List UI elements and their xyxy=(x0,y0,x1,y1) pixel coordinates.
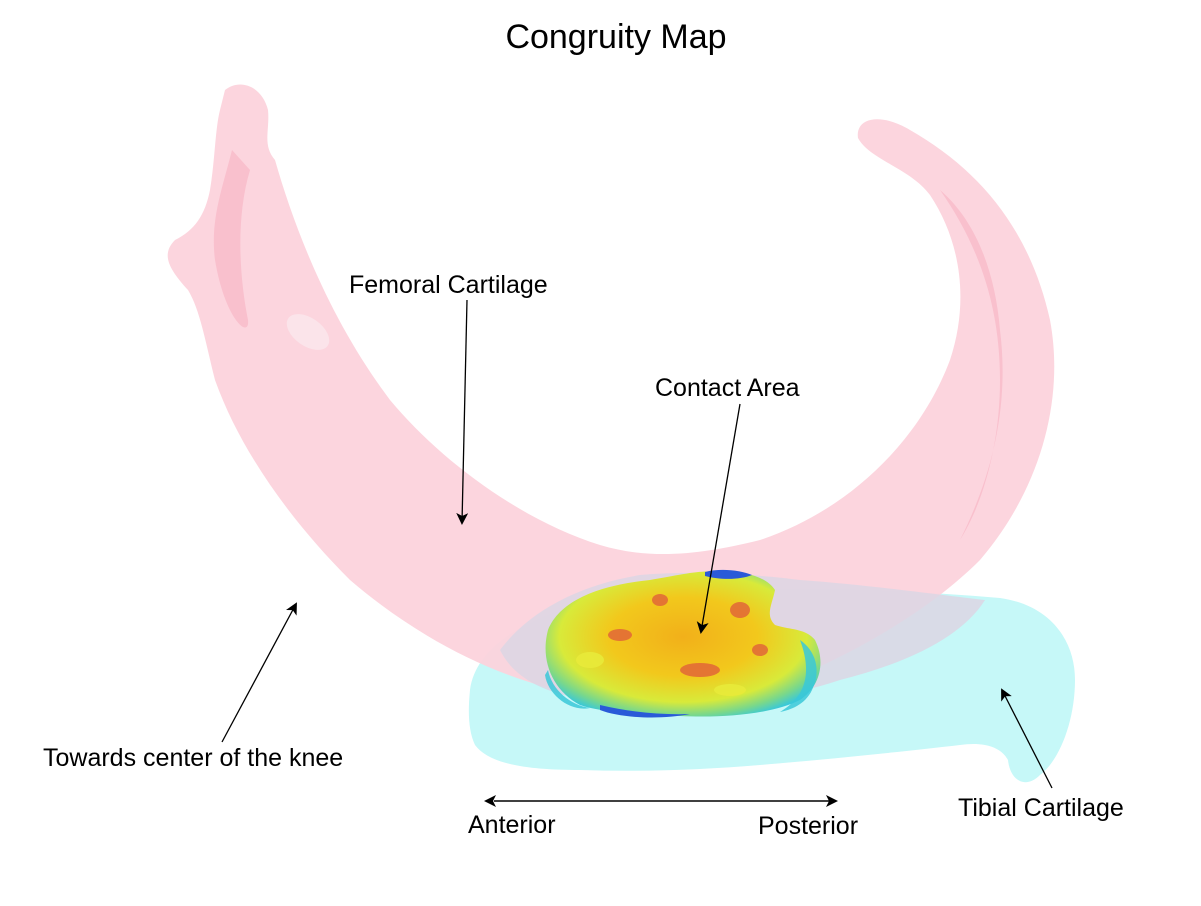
contact-arrow xyxy=(696,403,741,634)
femoral-shading-right xyxy=(940,190,1003,540)
contact-cyan-right xyxy=(780,640,817,712)
knee-center-label: Towards center of the knee xyxy=(43,744,344,772)
contact-area xyxy=(545,569,821,718)
contact-hotspot xyxy=(680,663,720,677)
femoral-shading-left xyxy=(213,150,250,328)
tibial-arrow xyxy=(1001,688,1053,789)
contact-warm-spot xyxy=(576,652,604,668)
center-arrow xyxy=(221,602,297,743)
femoral-cartilage-label: Femoral Cartilage xyxy=(349,271,548,299)
contact-area-base xyxy=(545,571,821,717)
tibial-cartilage-label: Tibial Cartilage xyxy=(958,794,1124,822)
contact-cyan-edge xyxy=(545,670,590,709)
contact-hotspot xyxy=(652,594,668,606)
contact-blue-fringe xyxy=(705,569,752,579)
femoral-arrow xyxy=(456,299,469,525)
femoral-cartilage xyxy=(167,84,1055,701)
contact-hotspot xyxy=(608,629,632,641)
contact-hotspot xyxy=(752,644,768,656)
anterior-label: Anterior xyxy=(468,811,556,839)
contact-hotspot xyxy=(730,602,750,618)
posterior-label: Posterior xyxy=(758,812,859,840)
contact-blue-edge xyxy=(600,705,690,718)
diagram-title: Congruity Map xyxy=(505,18,727,56)
contact-warm-spot xyxy=(714,684,746,696)
femoral-highlight xyxy=(286,314,330,350)
contact-area-label: Contact Area xyxy=(655,374,800,402)
